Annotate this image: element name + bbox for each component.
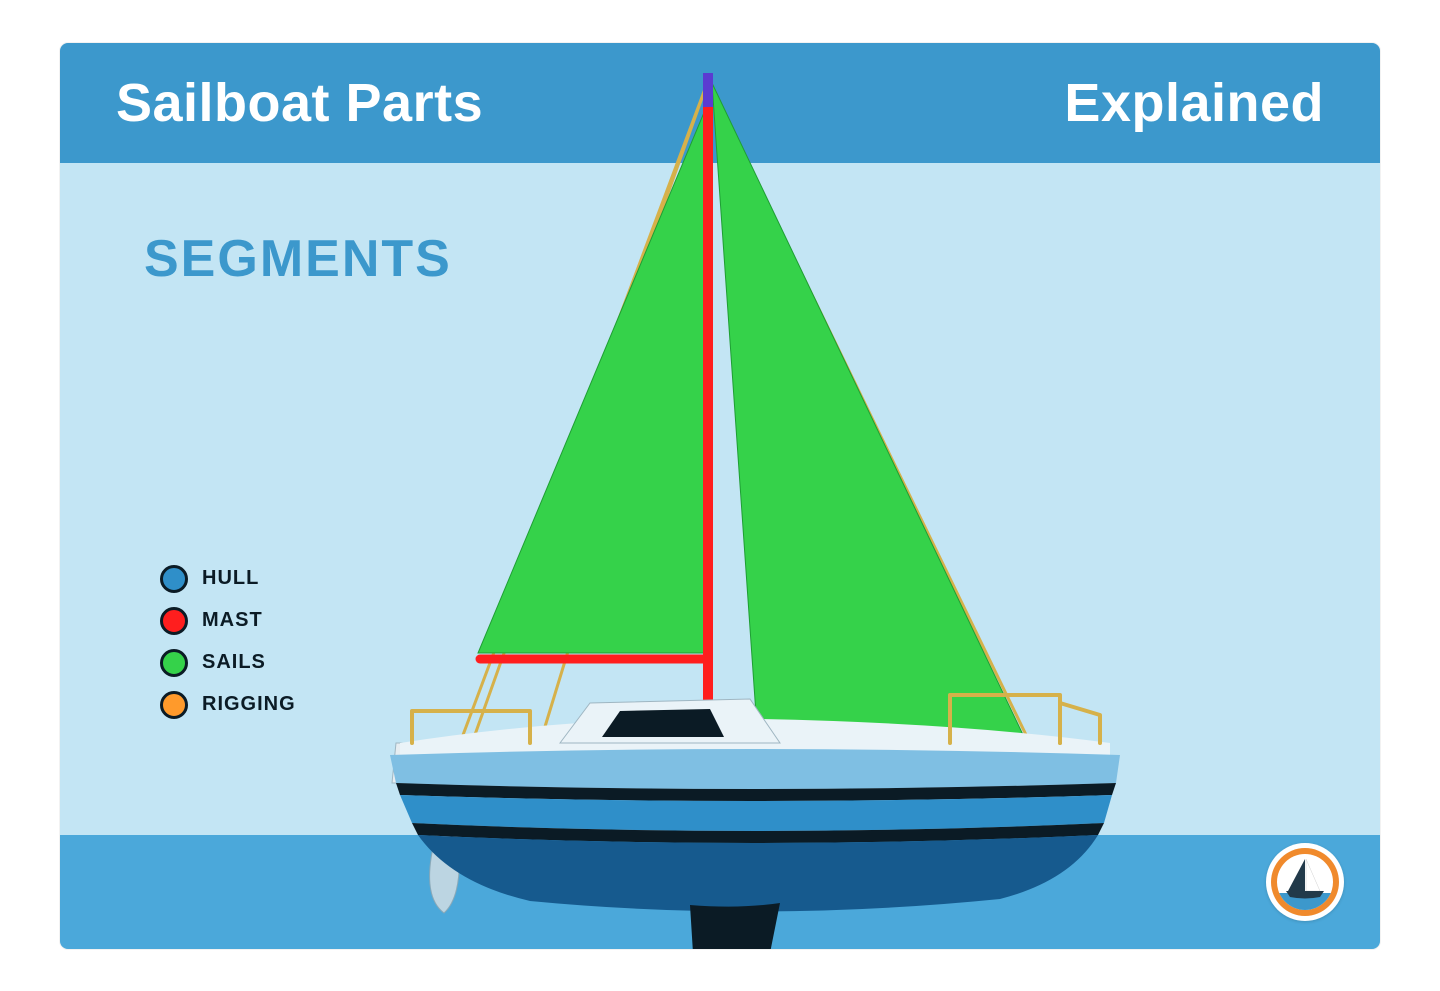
legend: HULL MAST SAILS RIGGING — [160, 565, 296, 719]
legend-item: MAST — [160, 607, 296, 635]
legend-label: SAILS — [202, 651, 266, 674]
header-bar: Sailboat Parts Explained — [60, 43, 1380, 163]
legend-label: MAST — [202, 609, 263, 632]
water-background — [60, 835, 1380, 949]
legend-swatch — [160, 565, 188, 593]
legend-label: HULL — [202, 567, 259, 590]
legend-item: SAILS — [160, 649, 296, 677]
subtitle: SEGMENTS — [144, 229, 452, 289]
legend-item: RIGGING — [160, 691, 296, 719]
sky-background — [60, 43, 1380, 949]
legend-item: HULL — [160, 565, 296, 593]
legend-label: RIGGING — [202, 693, 296, 716]
header-title-right: Explained — [1064, 72, 1324, 134]
infographic-card: Sailboat Parts Explained SEGMENTS HULL MA… — [60, 43, 1380, 949]
brand-logo-icon — [1266, 843, 1344, 921]
header-title-left: Sailboat Parts — [116, 72, 483, 134]
legend-swatch — [160, 607, 188, 635]
legend-swatch — [160, 649, 188, 677]
legend-swatch — [160, 691, 188, 719]
